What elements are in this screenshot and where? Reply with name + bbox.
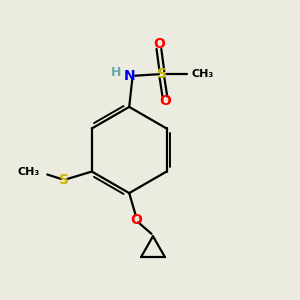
Text: N: N bbox=[123, 69, 135, 83]
Text: CH₃: CH₃ bbox=[192, 69, 214, 79]
Text: O: O bbox=[131, 213, 142, 227]
Text: H: H bbox=[111, 66, 121, 79]
Text: O: O bbox=[153, 38, 165, 52]
Text: S: S bbox=[157, 67, 167, 81]
Text: S: S bbox=[58, 173, 69, 188]
Text: O: O bbox=[159, 94, 171, 108]
Text: CH₃: CH₃ bbox=[18, 167, 40, 176]
